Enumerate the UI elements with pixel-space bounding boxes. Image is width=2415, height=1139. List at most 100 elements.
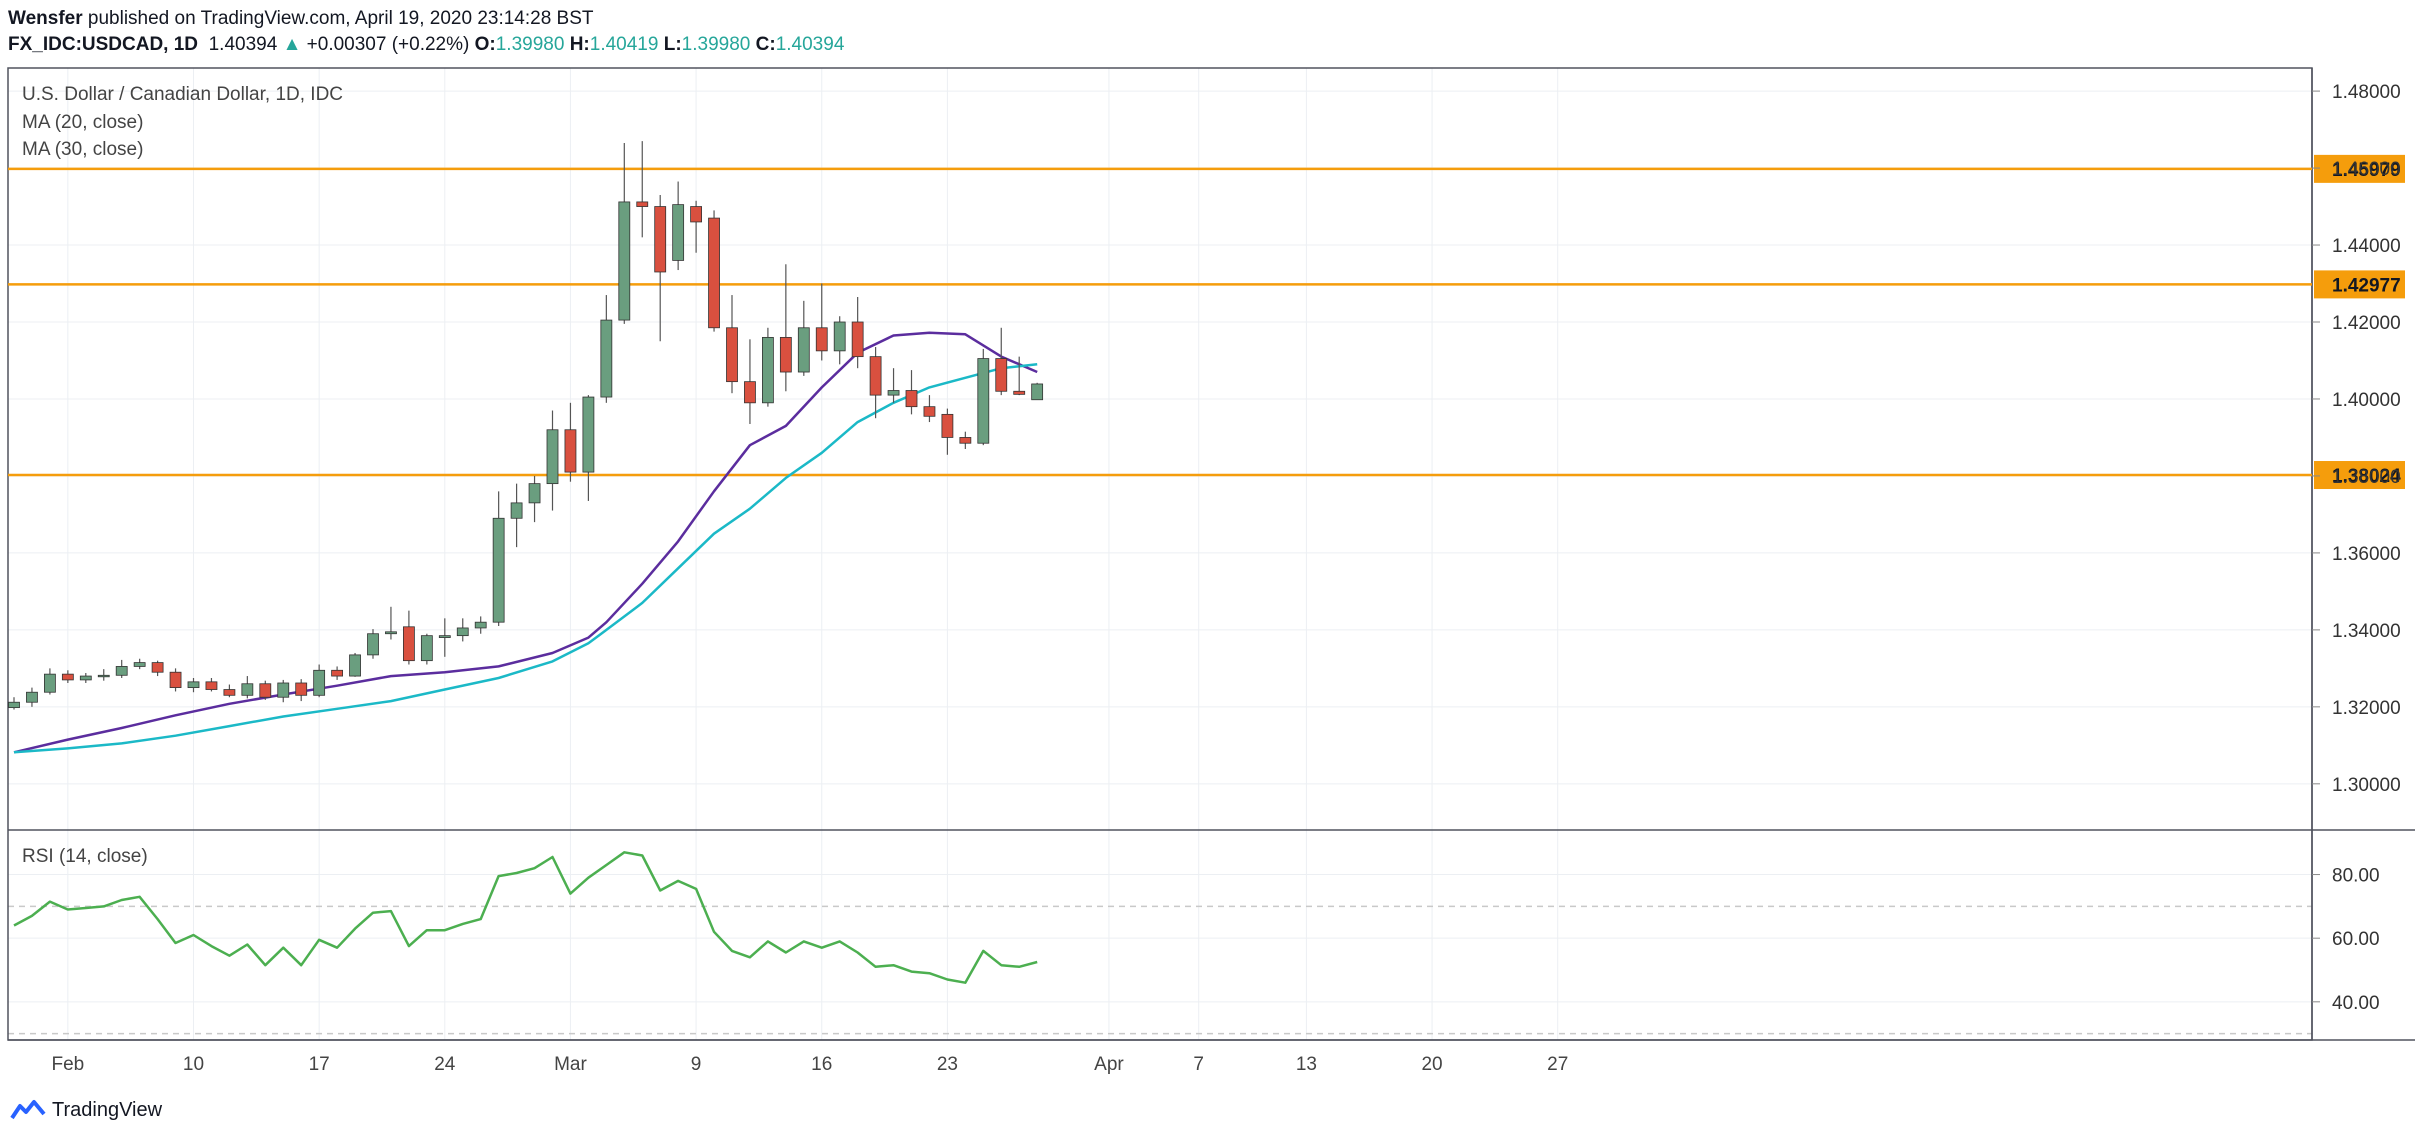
candle [295, 679, 308, 702]
level-price-tag [2314, 270, 2405, 299]
candle-body-up [546, 429, 559, 485]
y-tick-label: 1.32000 [2332, 698, 2401, 719]
x-tick-label: 10 [183, 1054, 204, 1075]
symbol-name: FX_IDC:USDCAD, 1D [8, 34, 199, 55]
candle-body-down [1013, 390, 1026, 395]
candle [349, 652, 361, 677]
legend-ma30: MA (30, close) [22, 139, 143, 160]
x-tick-label: Mar [554, 1054, 587, 1075]
candle-body-down [779, 336, 792, 373]
candle [492, 491, 505, 627]
close-value: 1.40394 [775, 34, 845, 55]
candle [169, 668, 182, 692]
x-tick-label: 23 [937, 1054, 958, 1075]
candle-body-up [833, 321, 846, 352]
candle-body-down [223, 689, 236, 696]
candle [474, 616, 487, 634]
level-price-label: 1.38024 [2332, 466, 2401, 487]
candle [977, 348, 990, 446]
candle-body-up [385, 631, 397, 635]
high-label: H: [569, 34, 590, 55]
candle-body-up [977, 358, 990, 444]
candle-body-down [331, 669, 344, 677]
tradingview-logo-icon [10, 1100, 46, 1120]
candle [8, 697, 20, 710]
candle [941, 408, 954, 455]
candle [762, 327, 774, 407]
candle [869, 347, 882, 419]
candle [367, 629, 379, 659]
close-label: C: [755, 34, 776, 55]
candle-body-up [44, 673, 56, 693]
candle-body-up [277, 682, 290, 698]
candle [313, 664, 326, 698]
price-change: +0.00307 (+0.22%) [306, 34, 470, 55]
candle [690, 200, 702, 253]
candle [61, 670, 74, 683]
horizontal-levels[interactable]: 1.45979 1.42977 1.38024 [8, 154, 2405, 490]
candle-body-down [995, 358, 1008, 392]
candle [708, 210, 720, 332]
candle-body-down [61, 673, 74, 681]
candle [744, 339, 756, 424]
level-price-label: 1.45979 [2332, 160, 2401, 181]
candle-body-up [349, 654, 361, 677]
y-tick-label: 1.42000 [2332, 313, 2401, 334]
candle [959, 431, 972, 449]
publisher-name[interactable]: Wensfer [8, 8, 83, 29]
axes: Feb 10 17 24 Mar 9 16 23 Apr 7 13 20 27 1.30000 1.3200… [51, 82, 2400, 1075]
candle [259, 680, 272, 700]
legend-ma20: MA (20, close) [22, 112, 143, 133]
candle-body-up [510, 502, 523, 519]
candle [115, 659, 128, 678]
candle-body-up [313, 669, 326, 696]
candle-body-down [941, 413, 954, 438]
x-tick-label: 7 [1193, 1054, 1204, 1075]
candle-body-up [8, 701, 20, 709]
candle-body-down [402, 626, 415, 662]
candle [420, 633, 433, 665]
candle-body-up [241, 683, 254, 696]
candle [385, 606, 397, 640]
level-price-tag [2314, 154, 2405, 183]
candle [797, 300, 810, 376]
candle-body-down [815, 327, 828, 352]
candle-body-up [115, 666, 128, 676]
y-tick-label: 1.44000 [2332, 236, 2401, 257]
candle-body-up [887, 390, 900, 396]
x-tick-label: 9 [691, 1054, 702, 1075]
candle-body-up [797, 327, 810, 373]
candle [151, 660, 164, 677]
candle-body-up [600, 319, 613, 398]
candle-body-up [420, 635, 433, 662]
candle [456, 618, 469, 642]
candle-body-up [474, 621, 487, 629]
high-value: 1.40419 [589, 34, 659, 55]
candle [923, 395, 936, 423]
candle [402, 610, 415, 665]
chart-title: U.S. Dollar / Canadian Dollar, 1D, IDC [22, 84, 343, 105]
candle-body-down [851, 321, 864, 358]
y-tick-label: 1.40000 [2332, 390, 2401, 411]
candle [79, 672, 92, 683]
candle-body-down [654, 206, 667, 273]
candle-body-down [744, 381, 756, 404]
candle [1031, 382, 1044, 401]
moving-averages [13, 331, 1038, 754]
main-pane-border [7, 67, 2313, 1041]
x-tick-label: 13 [1296, 1054, 1317, 1075]
footer-brand[interactable]: TradingView [10, 1098, 162, 1122]
candle-body-up [97, 674, 110, 678]
candle-body-down [959, 437, 972, 444]
candle [600, 295, 613, 403]
candle-body-down [905, 390, 918, 408]
y-tick-label: 1.38000 [2332, 467, 2401, 488]
candle-body-up [762, 336, 774, 404]
y-tick-label: 1.46000 [2332, 159, 2401, 180]
x-tick-label: 24 [434, 1054, 456, 1075]
candle [654, 195, 667, 342]
published-text: published on TradingView.com, April 19, … [87, 8, 594, 29]
pane-frames [7, 67, 2415, 1041]
y-tick-label: 1.30000 [2332, 775, 2401, 796]
